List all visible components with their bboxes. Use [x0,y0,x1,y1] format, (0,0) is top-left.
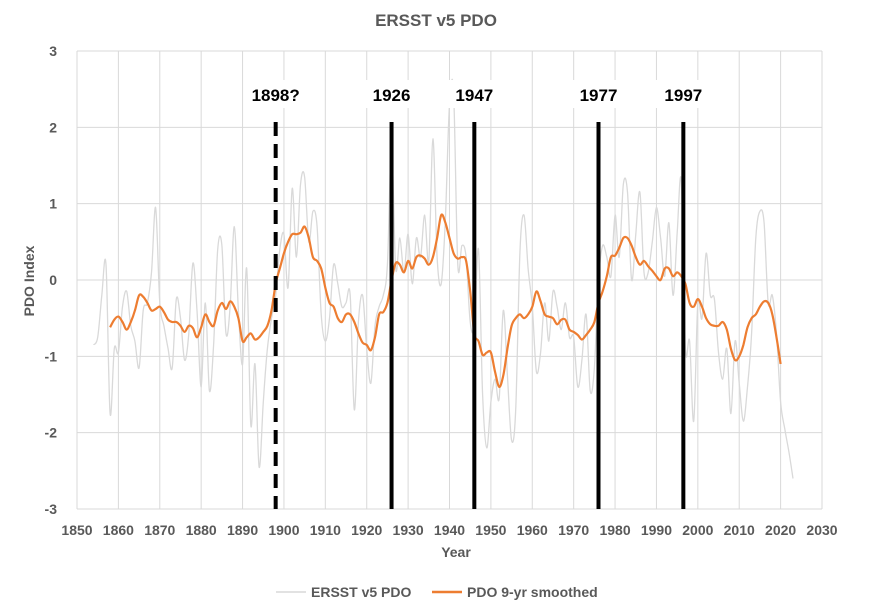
y-tick-label: -3 [45,501,58,517]
event-label-1947: 1947 [455,86,493,105]
x-axis-ticks: 1850 1860 1870 1880 1890 1900 1910 1920 1930 1940… [61,522,837,538]
x-tick-label: 1850 [61,522,92,538]
x-tick-label: 1920 [351,522,382,538]
x-tick-label: 1880 [186,522,217,538]
y-tick-label: 2 [49,119,57,135]
y-axis-ticks: -3 -2 -1 0 1 2 3 [45,43,58,517]
event-label-bg [361,80,422,108]
event-label-1926: 1926 [373,86,411,105]
legend-label-smoothed: PDO 9-yr smoothed [467,584,598,600]
y-tick-label: 3 [49,43,57,59]
event-markers: 1898? 1926 1947 1977 1997 [245,80,714,509]
x-tick-label: 1860 [103,522,134,538]
x-tick-label: 1930 [393,522,424,538]
series-line-smoothed [109,213,782,388]
event-label-bg [444,80,505,108]
x-tick-label: 2000 [682,522,713,538]
x-tick-label: 1970 [558,522,589,538]
x-tick-label: 1940 [434,522,465,538]
series-lines [93,78,794,479]
x-tick-label: 2020 [765,522,796,538]
y-tick-label: -1 [45,348,58,364]
x-tick-label: 1960 [517,522,548,538]
event-label-1898: 1898? [252,86,300,105]
x-tick-label: 1900 [268,522,299,538]
x-tick-label: 1980 [599,522,630,538]
event-label-bg [245,80,306,108]
legend-label-ersst: ERSST v5 PDO [311,584,411,600]
x-tick-label: 2030 [806,522,837,538]
x-axis-title: Year [441,544,471,560]
x-tick-label: 1870 [144,522,175,538]
chart-title: ERSST v5 PDO [375,11,497,30]
legend: ERSST v5 PDO PDO 9-yr smoothed [276,584,598,600]
x-tick-label: 1890 [227,522,258,538]
y-axis-title: PDO Index [21,245,37,316]
gridlines [76,50,823,510]
y-tick-label: 0 [49,272,57,288]
event-label-1977: 1977 [580,86,618,105]
x-tick-label: 1950 [475,522,506,538]
event-label-bg [653,80,714,108]
series-line-ersst [93,78,794,479]
x-tick-label: 2010 [724,522,755,538]
event-label-bg [568,80,629,108]
x-tick-label: 1990 [641,522,672,538]
x-tick-label: 1910 [310,522,341,538]
y-tick-label: -2 [45,425,58,441]
y-tick-label: 1 [49,196,57,212]
event-label-1997: 1997 [664,86,702,105]
